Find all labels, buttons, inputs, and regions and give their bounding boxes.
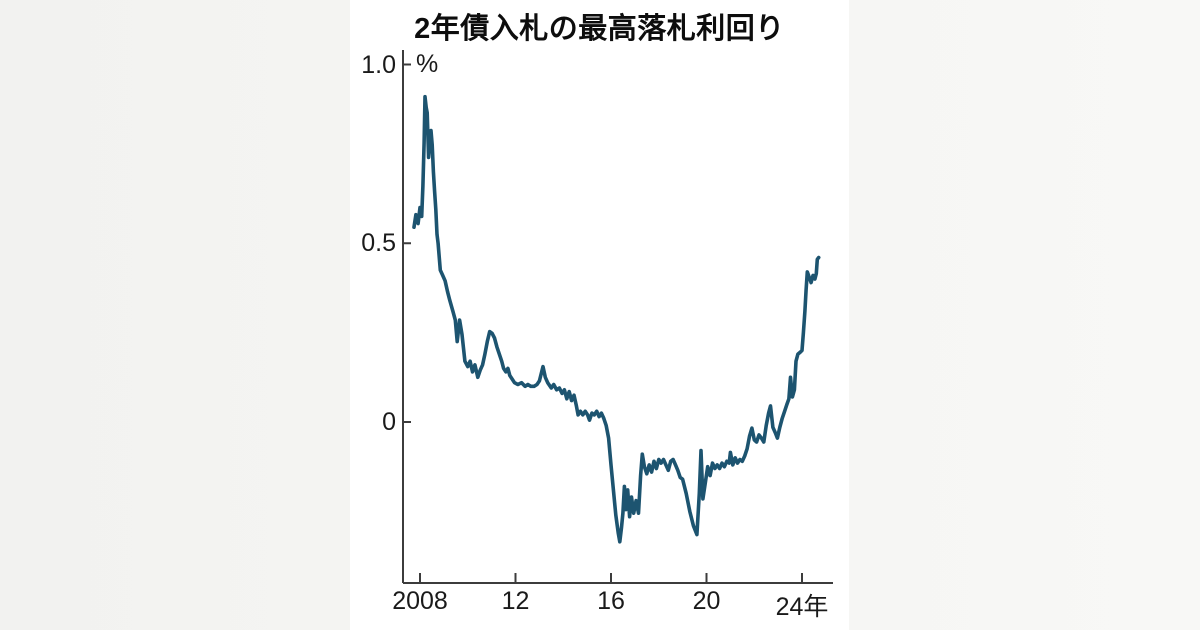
yield-line-series xyxy=(412,94,821,544)
y-axis-unit-label: % xyxy=(416,50,439,78)
chart-title: 2年債入札の最高落札利回り xyxy=(414,13,785,45)
chart-card: 2年債入札の最高落札利回り % 1.0 0.5 0 2008 12 16 20 … xyxy=(350,0,849,630)
y-axis-tick-label-1.0: 1.0 xyxy=(361,50,396,79)
x-axis-tick-label-2008: 2008 xyxy=(392,587,448,615)
chart-axes xyxy=(402,50,833,584)
x-axis-tick-label-24: 24年 xyxy=(775,593,829,621)
x-axis-tick-label-12: 12 xyxy=(501,587,530,615)
y-axis-tick-label-0: 0 xyxy=(382,408,396,436)
line-chart xyxy=(402,50,833,584)
x-axis-tick-label-20: 20 xyxy=(692,587,721,615)
x-axis-tick-label-16: 16 xyxy=(597,587,625,615)
y-axis-tick-label-0.5: 0.5 xyxy=(361,229,396,258)
